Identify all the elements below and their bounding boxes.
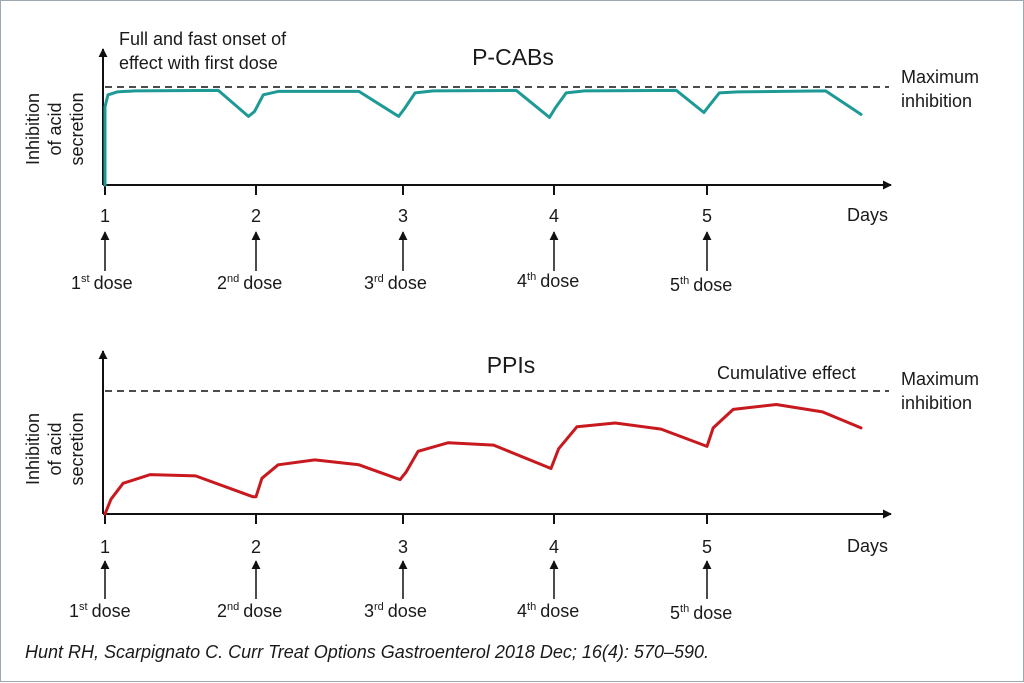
pcabs-xlabel: Days: [847, 205, 888, 225]
ppis-xlabel: Days: [847, 536, 888, 556]
pcabs-dose-label: 2nd dose: [217, 273, 282, 293]
ppis-annotation: Cumulative effect: [717, 363, 856, 383]
citation: Hunt RH, Scarpignato C. Curr Treat Optio…: [25, 642, 709, 662]
ppis-max-label-line1: Maximum: [901, 369, 979, 389]
ppis-panel: PPIs Cumulative effect Maximum inhibitio…: [23, 350, 979, 623]
ppis-x-tick-label: 3: [398, 537, 408, 557]
pcabs-x-tick-label: 4: [549, 206, 559, 226]
pcabs-max-label-line1: Maximum: [901, 67, 979, 87]
ppis-x-tick-label: 2: [251, 537, 261, 557]
ppis-dose-label: 2nd dose: [217, 601, 282, 621]
pcabs-max-label-line2: inhibition: [901, 91, 972, 111]
ppis-x-tick-label: 1: [100, 537, 110, 557]
pcabs-annotation-line2: effect with first dose: [119, 53, 278, 73]
pcabs-ylabel-line3: secretion: [67, 92, 87, 165]
pcabs-dose-label: 1st dose: [71, 273, 133, 293]
pcabs-x-tick-label: 1: [100, 206, 110, 226]
pcabs-series-line: [103, 88, 863, 187]
ppis-x-tick-label: 5: [702, 537, 712, 557]
ppis-dose-label: 3rd dose: [364, 601, 427, 621]
ppis-ylabel-line2: of acid: [45, 422, 65, 475]
pcabs-x-tick-label: 2: [251, 206, 261, 226]
pcabs-dose-label: 3rd dose: [364, 273, 427, 293]
ppis-dose-label: 5th dose: [670, 603, 732, 623]
ppis-ylabel-line1: Inhibition: [23, 413, 43, 485]
pcabs-panel: P-CABs Full and fast onset of effect wit…: [23, 29, 979, 295]
ppis-title: PPIs: [487, 352, 536, 378]
ppis-series-line: [103, 403, 863, 516]
pcabs-annotation-line1: Full and fast onset of: [119, 29, 287, 49]
pcabs-x-tick-label: 5: [702, 206, 712, 226]
ppis-dose-label: 1st dose: [69, 601, 131, 621]
pcabs-x-tick-label: 3: [398, 206, 408, 226]
ppis-max-label-line2: inhibition: [901, 393, 972, 413]
pcabs-dose-label: 5th dose: [670, 275, 732, 295]
pcabs-dose-label: 4th dose: [517, 271, 579, 291]
ppis-x-tick-label: 4: [549, 537, 559, 557]
pcabs-title: P-CABs: [472, 44, 554, 70]
pcabs-ylabel-line2: of acid: [45, 102, 65, 155]
pcabs-ylabel-line1: Inhibition: [23, 93, 43, 165]
ppis-dose-label: 4th dose: [517, 601, 579, 621]
ppis-ylabel-line3: secretion: [67, 412, 87, 485]
